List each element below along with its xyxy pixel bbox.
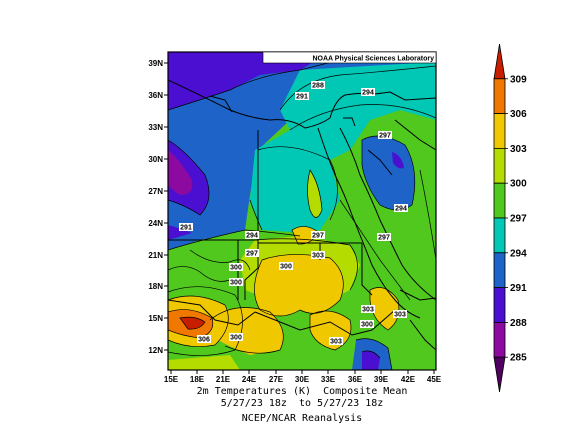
colorbar-label: 300 xyxy=(510,179,527,190)
lat-tick-label: 12N xyxy=(148,346,163,355)
contour-label-box xyxy=(311,231,325,239)
lon-tick-label: 24E xyxy=(242,375,257,384)
longitude-axis: 15E 18E 21E 24E 27E 30E 33E 36E 39E 42E 45E xyxy=(164,370,442,384)
lon-tick-label: 21E xyxy=(216,375,231,384)
contour-label: 303 xyxy=(330,339,342,346)
caption-source: NCEP/NCAR Reanalysis xyxy=(241,413,363,424)
lon-tick-label: 42E xyxy=(401,375,416,384)
contour-label-box xyxy=(311,81,325,89)
contour-label-box xyxy=(311,251,325,259)
colorbar-segment xyxy=(493,182,506,219)
contour-label-box xyxy=(377,233,391,241)
lat-tick-label: 36N xyxy=(148,91,163,100)
lat-tick-label: 18N xyxy=(148,282,163,291)
colorbar-segment xyxy=(493,217,506,254)
colorbar-segment xyxy=(493,356,506,393)
colorbar-label: 294 xyxy=(510,248,527,259)
lon-tick-label: 15E xyxy=(164,375,179,384)
caption-title: 2m Temperatures (K) Composite Mean xyxy=(196,386,408,397)
lat-tick-label: 21N xyxy=(148,251,163,260)
lat-tick-label: 24N xyxy=(148,219,163,228)
contour-label: 294 xyxy=(362,90,374,97)
colorbar-label: 306 xyxy=(510,109,527,120)
contour-label-box xyxy=(229,333,243,341)
colorbar-label: 285 xyxy=(510,353,527,364)
lon-tick-label: 27E xyxy=(269,375,284,384)
colorbar-segment xyxy=(493,287,506,323)
colorbar-segment xyxy=(493,113,506,149)
lon-tick-label: 33E xyxy=(321,375,336,384)
contour-label: 303 xyxy=(312,253,324,260)
contour-label: 300 xyxy=(361,322,373,329)
contour-label-box xyxy=(279,262,293,270)
contour-label: 294 xyxy=(246,233,258,240)
contour-label-box xyxy=(197,335,211,343)
lon-tick-label: 45E xyxy=(427,375,442,384)
lat-tick-label: 27N xyxy=(148,187,163,196)
contour-label: 303 xyxy=(362,307,374,314)
contour-label: 297 xyxy=(246,251,258,258)
contour-label: 291 xyxy=(296,94,308,101)
colorbar-segment xyxy=(493,78,506,115)
credit-banner xyxy=(262,51,437,64)
contour-label: 297 xyxy=(312,233,324,240)
contour-label-box xyxy=(394,204,408,212)
contour-label-box xyxy=(245,249,259,257)
colorbar-label: 309 xyxy=(510,74,527,85)
contour-label: 294 xyxy=(395,206,407,213)
lat-tick-label: 15N xyxy=(148,314,163,323)
lon-tick-label: 18E xyxy=(190,375,205,384)
contour-label-box xyxy=(179,223,193,231)
contour-label-box xyxy=(295,92,309,100)
contour-label: 306 xyxy=(198,337,210,344)
lat-tick-label: 30N xyxy=(148,155,163,164)
lon-tick-label: 39E xyxy=(374,375,389,384)
colorbar-segment xyxy=(493,252,506,289)
lat-tick-label: 39N xyxy=(148,59,163,68)
contour-label: 288 xyxy=(312,83,324,90)
contour-label: 303 xyxy=(394,312,406,319)
contour-label-box xyxy=(393,310,407,318)
colorbar-label: 303 xyxy=(510,144,527,155)
latitude-axis: 39N 36N 33N 30N 27N 24N 21N 18N 15N 12N xyxy=(148,59,168,355)
colorbar-label: 288 xyxy=(510,318,527,329)
colorbar: 309 306 303 300 297 294 291 288 285 xyxy=(493,43,527,393)
contour-labels: 288 291 294 297 291 294 297 297 294 300 297 300 303 3… xyxy=(179,81,408,346)
colorbar-segment xyxy=(493,147,506,184)
contour-label: 300 xyxy=(230,280,242,287)
contour-label-box xyxy=(361,305,375,313)
contour-label: 297 xyxy=(379,133,391,140)
colorbar-label: 291 xyxy=(510,283,527,294)
contour-label-box xyxy=(360,320,374,328)
coastlines-borders xyxy=(168,79,436,351)
contour-label: 300 xyxy=(230,265,242,272)
lon-tick-label: 36E xyxy=(348,375,363,384)
contour-label-box xyxy=(361,88,375,96)
contour-label: 291 xyxy=(180,225,192,232)
contour-label-box xyxy=(378,131,392,139)
caption-date-range: 5/27/23 18z to 5/27/23 18z xyxy=(220,398,384,409)
contour-label: 300 xyxy=(230,335,242,342)
lat-tick-label: 33N xyxy=(148,123,163,132)
contour-label-box xyxy=(229,278,243,286)
colorbar-segment xyxy=(493,321,506,358)
contour-label-box xyxy=(329,337,343,345)
contour-label: 297 xyxy=(378,235,390,242)
contour-label-box xyxy=(229,263,243,271)
contour-label-box xyxy=(245,231,259,239)
colorbar-segment xyxy=(493,43,506,80)
credit-label: NOAA Physical Sciences Laboratory xyxy=(312,56,434,63)
colorbar-label: 297 xyxy=(510,214,527,225)
lon-tick-label: 30E xyxy=(295,375,310,384)
contour-label: 300 xyxy=(280,264,292,271)
contour-lines xyxy=(168,59,436,370)
